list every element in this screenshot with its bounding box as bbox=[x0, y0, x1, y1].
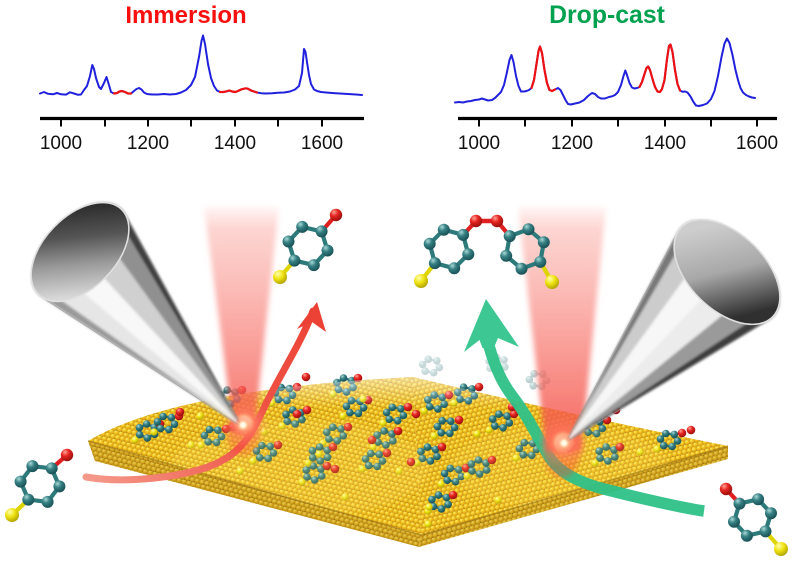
svg-text:1200: 1200 bbox=[551, 133, 593, 154]
svg-text:1600: 1600 bbox=[736, 133, 778, 154]
svg-text:Drop-cast: Drop-cast bbox=[549, 2, 665, 29]
svg-text:Immersion: Immersion bbox=[125, 2, 246, 29]
svg-text:1000: 1000 bbox=[458, 133, 500, 154]
svg-text:1400: 1400 bbox=[214, 133, 256, 154]
svg-text:1600: 1600 bbox=[301, 133, 343, 154]
svg-text:1400: 1400 bbox=[644, 133, 686, 154]
svg-text:1200: 1200 bbox=[127, 133, 169, 154]
svg-text:1000: 1000 bbox=[40, 133, 82, 154]
